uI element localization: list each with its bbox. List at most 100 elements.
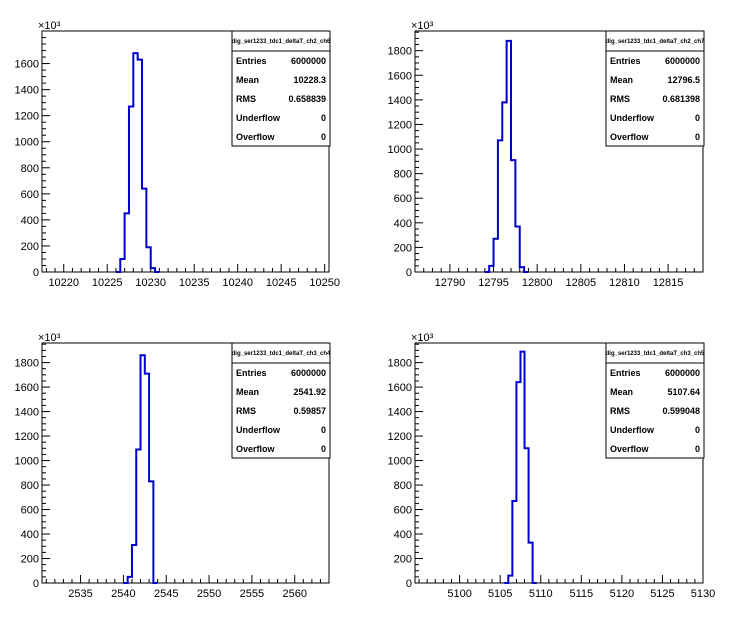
y-tick-label: 800: [21, 163, 39, 175]
stats-row-value: 0: [321, 132, 326, 142]
stats-row-label: Entries: [610, 56, 641, 66]
stats-row-label: Underflow: [236, 425, 281, 435]
stats-row-label: Overflow: [236, 132, 276, 142]
stats-row-label: Entries: [236, 368, 267, 378]
histogram-series: [115, 52, 160, 273]
stats-row-label: Underflow: [236, 113, 281, 123]
x-tick-label: 5115: [569, 588, 593, 600]
x-tick-label: 10235: [179, 277, 210, 289]
stats-box: dig_ser1233_tdc1_deltaT_ch3_ch4 Entries 60…: [231, 342, 331, 459]
y-tick-label: 600: [394, 193, 412, 205]
stats-box-title: dig_ser1233_tdc1_deltaT_ch3_ch4: [232, 351, 331, 357]
x-tick-label: 12815: [653, 277, 684, 289]
histogram-series: [484, 39, 529, 273]
stats-row-value: 5107.64: [667, 387, 700, 397]
stats-row-value: 0: [321, 444, 326, 454]
stats-box-frame: [605, 342, 705, 459]
y-tick-label: 1600: [15, 382, 39, 394]
x-tick-label: 2560: [282, 588, 306, 600]
y-tick-label: 1200: [388, 431, 412, 443]
stats-row-value: 0.658839: [288, 94, 326, 104]
x-tick-label: 5100: [447, 588, 471, 600]
x-tick-label: 5120: [610, 588, 634, 600]
x-tick-label: 5130: [691, 588, 715, 600]
stats-box: dig_ser1233_tdc1_deltaT_ch2_ch6 Entries 60…: [231, 30, 331, 147]
y-tick-label: 400: [394, 529, 412, 541]
y-tick-label: 800: [21, 480, 39, 492]
stats-box-frame: [231, 30, 331, 147]
x-tick-label: 5110: [529, 588, 553, 600]
x-tick-label: 10230: [135, 277, 166, 289]
stats-row-value: 0: [695, 444, 700, 454]
y-tick-label: 400: [394, 218, 412, 230]
y-tick-label: 1200: [15, 111, 39, 123]
stats-row-label: Mean: [236, 75, 259, 85]
plot-frame: [414, 30, 704, 273]
y-tick-label: 1800: [388, 46, 412, 58]
histogram-pad-4: 5100 5105 5110 5115 5120 5125 5130 0 200 400 600 80…: [388, 332, 716, 600]
plot-frame: [41, 342, 330, 584]
stats-row-label: Underflow: [610, 425, 655, 435]
y-tick-label: 1200: [15, 431, 39, 443]
stats-box-frame: [605, 30, 705, 147]
y-tick-label: 1400: [388, 407, 412, 419]
stats-row-label: Overflow: [236, 444, 276, 454]
y-tick-label: 1800: [15, 358, 39, 370]
y-tick-label: 1600: [388, 382, 412, 394]
stats-row-value: 0: [695, 132, 700, 142]
y-tick-label: 1000: [388, 456, 412, 468]
stats-box-frame: [231, 342, 331, 459]
y-tick-label: 200: [21, 241, 39, 253]
x-tick-label: 2535: [68, 588, 92, 600]
stats-row-value: 0.681398: [662, 94, 700, 104]
stats-row-value: 6000000: [665, 368, 700, 378]
x-tick-label: 5105: [488, 588, 512, 600]
y-tick-label: 800: [394, 169, 412, 181]
y-tick-label: 200: [21, 554, 39, 566]
stats-row-value: 6000000: [291, 56, 326, 66]
x-tick-label: 2550: [197, 588, 221, 600]
y-tick-label: 0: [406, 578, 412, 590]
histogram-pad-3: 2535 2540 2545 2550 2555 2560 0 200 400 600 800 100…: [15, 332, 332, 600]
stats-row-value: 12796.5: [667, 75, 700, 85]
stats-row-label: RMS: [236, 406, 256, 416]
x-tick-label: 12805: [566, 277, 597, 289]
y-multiplier-label: ×10³: [411, 20, 434, 32]
histogram-pad-1: 10220 10225 10230 10235 10240 10245 10250 0 200 4…: [15, 20, 340, 289]
x-tick-label: 10250: [309, 277, 340, 289]
stats-row-value: 0: [695, 113, 700, 123]
y-tick-label: 1800: [388, 358, 412, 370]
stats-row-value: 0: [321, 113, 326, 123]
stats-box-title: dig_ser1233_tdc1_deltaT_ch3_ch5: [606, 351, 705, 357]
stats-row-value: 2541.92: [293, 387, 326, 397]
stats-row-label: Mean: [610, 387, 633, 397]
stats-row-label: RMS: [236, 94, 256, 104]
y-tick-label: 600: [21, 189, 39, 201]
histogram-series: [123, 354, 158, 584]
histogram-pad-2: 12790 12795 12800 12805 12810 12815 0 200 400 600…: [388, 20, 706, 289]
x-tick-label: 5125: [650, 588, 674, 600]
stats-row-label: Overflow: [610, 444, 650, 454]
y-tick-label: 0: [406, 267, 412, 279]
x-tick-label: 10220: [48, 277, 79, 289]
stats-box: dig_ser1233_tdc1_deltaT_ch2_ch7 Entries 60…: [605, 30, 705, 147]
y-tick-label: 0: [33, 578, 39, 590]
y-tick-label: 1600: [388, 70, 412, 82]
x-tick-label: 2540: [111, 588, 135, 600]
stats-row-label: RMS: [610, 94, 630, 104]
x-tick-label: 10245: [266, 277, 297, 289]
x-tick-label: 12795: [478, 277, 509, 289]
stats-row-value: 10228.3: [293, 75, 326, 85]
stats-row-value: 0.599048: [662, 406, 700, 416]
x-tick-label: 2545: [154, 588, 178, 600]
y-multiplier-label: ×10³: [411, 332, 434, 344]
stats-box: dig_ser1233_tdc1_deltaT_ch3_ch5 Entries 60…: [605, 342, 705, 459]
y-multiplier-label: ×10³: [38, 20, 61, 32]
stats-row-label: Underflow: [610, 113, 655, 123]
stats-row-value: 0: [695, 425, 700, 435]
y-tick-label: 1000: [15, 456, 39, 468]
y-tick-label: 1400: [15, 85, 39, 97]
y-tick-label: 1400: [388, 95, 412, 107]
x-tick-label: 2555: [240, 588, 264, 600]
